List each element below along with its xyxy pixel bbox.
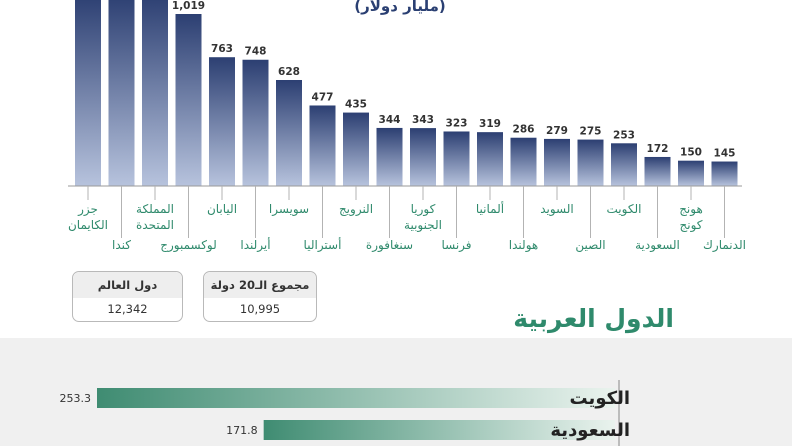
bar (108, 0, 135, 186)
bar-value-label: 435 (345, 99, 367, 111)
bar (410, 128, 436, 186)
bar (510, 137, 537, 186)
arab-bar-value: 253.3 (60, 392, 92, 405)
arab-bar-chart: 253.3 الكويت 171.8 السعودية (60, 380, 631, 446)
category-label: ألمانيا (476, 201, 504, 216)
category-label: أيرلندا (240, 237, 270, 253)
category-label: هونج (679, 202, 703, 217)
bar (644, 156, 671, 186)
category-label: الجنوبية (404, 218, 442, 233)
category-label: جزر (77, 202, 98, 217)
bar (611, 143, 637, 186)
category-label: كندا (112, 238, 131, 252)
bar (75, 0, 101, 186)
bar-value-label: 343 (412, 114, 434, 126)
bar-value-label: 145 (714, 148, 736, 160)
arab-country-label: الكويت (570, 388, 631, 409)
top20-total-value: 10,995 (239, 302, 281, 316)
unit-label: (مليار دولار) (354, 0, 446, 15)
bar (242, 59, 269, 186)
bar-value-label: 275 (580, 126, 602, 138)
category-label: السويد (540, 202, 574, 217)
category-label: الكايمان (68, 218, 108, 232)
arab-countries-panel: 253.3 الكويت 171.8 السعودية (0, 338, 792, 446)
top-bar-chart: 1,019 763 748 628 477 435 344 343 323 319 286 279 27… (68, 0, 746, 253)
category-label: الصين (575, 238, 605, 253)
arab-bar-value: 171.8 (226, 424, 258, 437)
bar (309, 105, 336, 186)
bar (209, 57, 235, 186)
bar (711, 161, 738, 186)
category-label: الدنمارك (703, 238, 746, 253)
bar-value-label: 477 (312, 91, 334, 103)
category-label: الكويت (607, 202, 642, 217)
category-label: لوكسمبورج (160, 238, 217, 253)
bar-value-label: 628 (278, 66, 300, 78)
bar (343, 112, 369, 186)
category-label: المملكة (136, 202, 174, 216)
category-label: سنغافورة (366, 238, 413, 253)
arab-bar (97, 388, 615, 408)
bar (544, 138, 570, 186)
category-label: أستراليا (304, 237, 342, 253)
bar-value-label: 748 (245, 46, 267, 58)
arab-country-label: السعودية (550, 420, 630, 441)
world-total-label: دول العالم (73, 272, 182, 298)
bar (175, 14, 202, 186)
category-label: هولندا (509, 238, 538, 253)
bar (276, 79, 302, 186)
category-label: سويسرا (269, 202, 309, 217)
category-label: فرنسا (441, 238, 471, 253)
bar-value-label: 172 (647, 143, 669, 155)
category-label: المتحدة (136, 218, 174, 232)
bar (577, 139, 604, 186)
bar (376, 127, 403, 186)
bar-value-label: 323 (446, 117, 468, 129)
arab-bar (263, 420, 615, 440)
arab-countries-title: الدول العربية (513, 304, 674, 333)
category-label: السعودية (635, 238, 680, 253)
bar-value-label: 1,019 (172, 0, 205, 12)
world-total-box: دول العالم 12,342 (72, 271, 183, 322)
bar-value-label: 319 (479, 118, 501, 130)
top20-total-box: مجموع الـ20 دولة 10,995 (203, 271, 317, 322)
bar (142, 0, 168, 186)
bar-value-label: 253 (613, 129, 635, 141)
bar-value-label: 286 (513, 124, 535, 136)
world-total-value: 12,342 (107, 302, 148, 316)
bar-value-label: 344 (379, 114, 401, 126)
bar (443, 131, 470, 186)
category-label: كوريا (411, 202, 436, 217)
category-label: اليابان (207, 202, 237, 216)
bar (678, 160, 704, 186)
bar-value-label: 279 (546, 125, 568, 137)
category-label: كونج (680, 218, 703, 233)
bar-value-label: 763 (211, 43, 233, 55)
top20-total-label: مجموع الـ20 دولة (204, 272, 316, 298)
bar-value-label: 150 (680, 147, 702, 159)
category-label: النرويج (339, 202, 373, 217)
bar (477, 132, 503, 186)
